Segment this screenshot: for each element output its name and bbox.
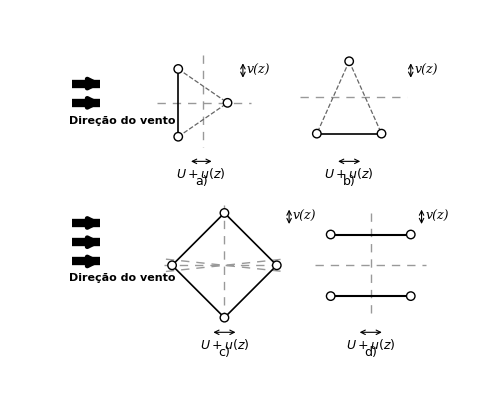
Circle shape xyxy=(327,292,335,300)
Text: v(z): v(z) xyxy=(415,64,438,77)
Text: v(z): v(z) xyxy=(247,64,270,77)
Circle shape xyxy=(327,230,335,239)
Circle shape xyxy=(174,132,183,141)
Text: Direção do vento: Direção do vento xyxy=(69,116,175,126)
Text: Direção do vento: Direção do vento xyxy=(69,273,175,283)
Text: $U + u(z)$: $U + u(z)$ xyxy=(177,166,226,181)
Circle shape xyxy=(220,209,229,217)
Circle shape xyxy=(273,261,281,269)
Circle shape xyxy=(223,99,232,107)
Text: v(z): v(z) xyxy=(426,210,449,223)
Circle shape xyxy=(174,65,183,73)
Text: v(z): v(z) xyxy=(293,210,316,223)
Circle shape xyxy=(168,261,176,269)
Text: a): a) xyxy=(195,175,208,188)
Text: d): d) xyxy=(364,346,377,359)
Circle shape xyxy=(312,130,321,138)
Circle shape xyxy=(406,292,415,300)
Text: c): c) xyxy=(218,346,230,359)
Text: $U + u(z)$: $U + u(z)$ xyxy=(346,337,396,352)
Text: b): b) xyxy=(343,175,356,188)
Circle shape xyxy=(406,230,415,239)
Circle shape xyxy=(345,57,353,66)
Text: $U + u(z)$: $U + u(z)$ xyxy=(324,166,374,181)
Text: $U + u(z)$: $U + u(z)$ xyxy=(200,337,249,352)
Circle shape xyxy=(220,314,229,322)
Circle shape xyxy=(377,130,386,138)
